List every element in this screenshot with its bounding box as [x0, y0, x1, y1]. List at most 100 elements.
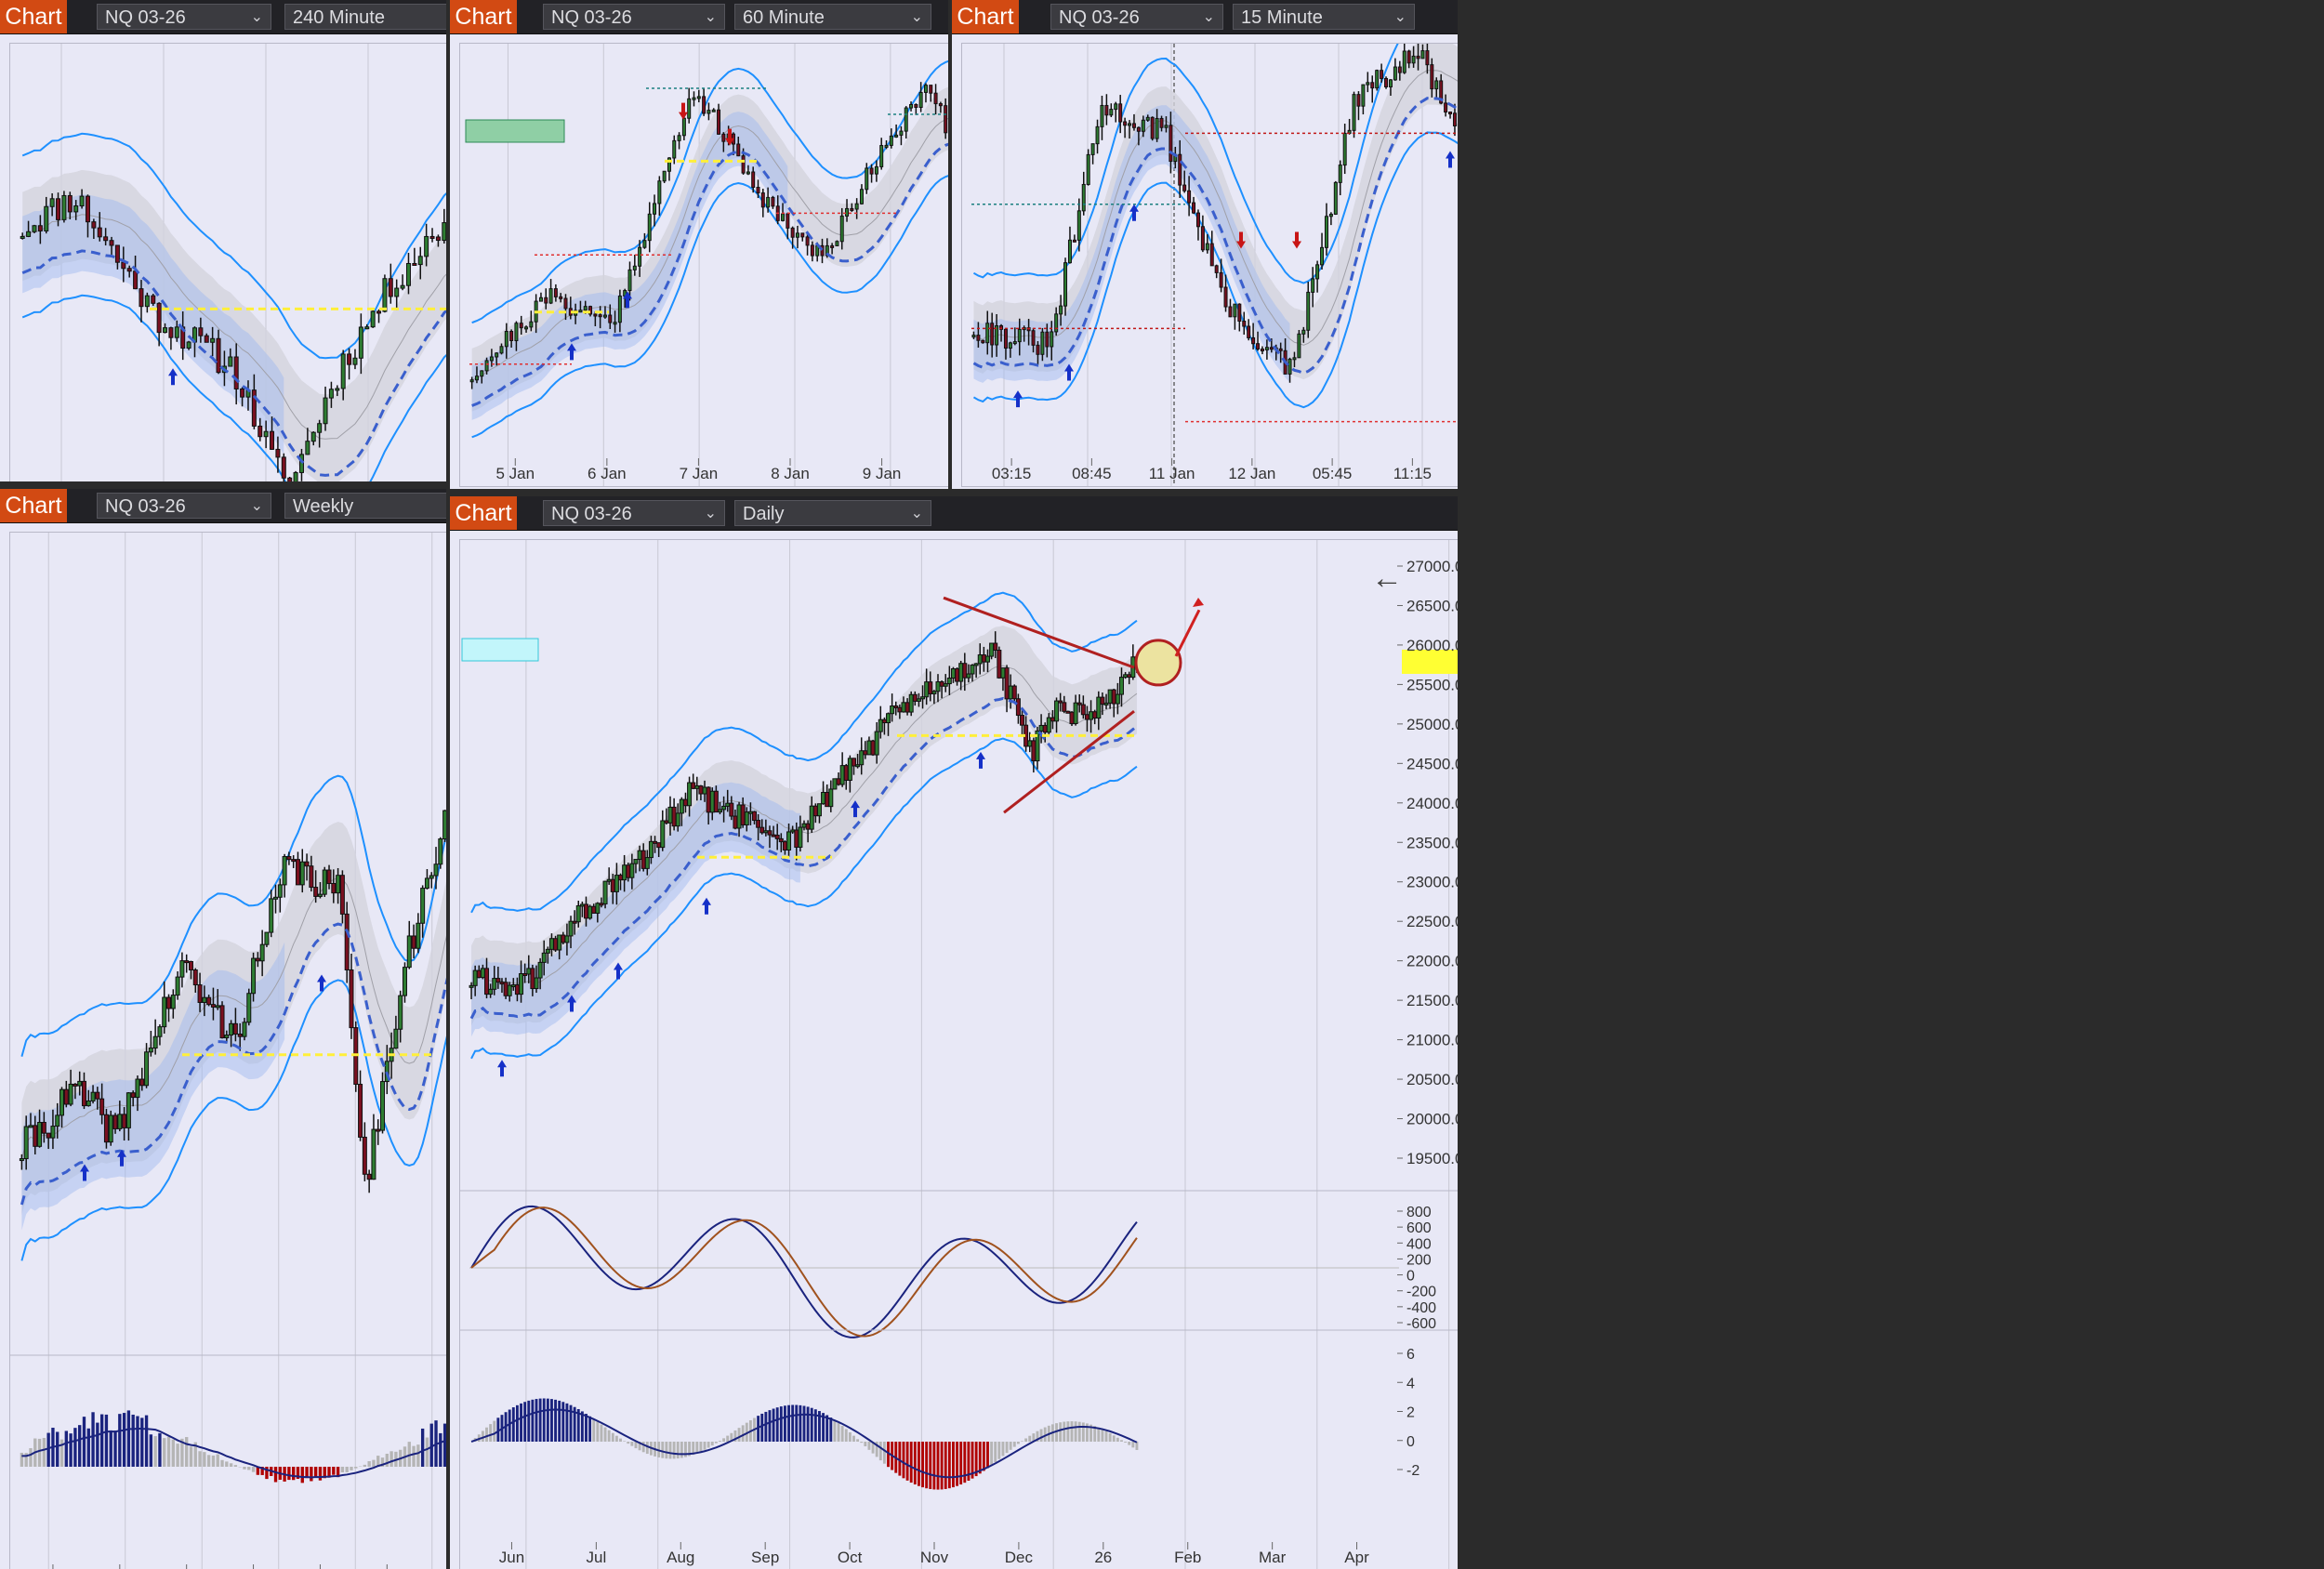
- candle: [553, 283, 558, 302]
- candle-body: [1031, 740, 1037, 762]
- band-fill: [471, 86, 948, 412]
- candle: [1035, 726, 1040, 770]
- histogram-bar: [385, 1454, 389, 1467]
- candle: [962, 653, 968, 692]
- chart-window-15min[interactable]: Chart NQ 03-26 ⌄ 15 Minute ⌄ 26000.0025960…: [952, 0, 1458, 489]
- candle: [1095, 119, 1100, 154]
- interval-selector[interactable]: Daily ⌄: [734, 500, 931, 526]
- chart-brand[interactable]: Chart: [450, 0, 517, 33]
- interval-selector[interactable]: Weekly⌄: [284, 493, 446, 519]
- candle-body: [472, 969, 478, 986]
- candle: [192, 968, 198, 993]
- chart-plot[interactable]: 26500.0025500.0024500.0023500.0022500.00…: [9, 532, 446, 1569]
- candle: [1015, 693, 1021, 724]
- candle-body: [782, 841, 787, 850]
- histogram-bar: [203, 1452, 206, 1467]
- histogram-bar: [122, 1413, 126, 1467]
- candle-body: [1233, 303, 1237, 318]
- candle-body: [255, 957, 260, 962]
- candle: [228, 348, 233, 367]
- candle: [679, 797, 684, 826]
- candle-body: [606, 878, 612, 882]
- chart-brand[interactable]: Chart: [450, 496, 517, 530]
- x-axis-label: 6 Jan: [588, 465, 627, 482]
- candle: [916, 692, 921, 707]
- histogram-bar: [412, 1445, 416, 1467]
- histogram-bar: [959, 1442, 963, 1485]
- candle-body: [295, 859, 300, 886]
- price-chart-svg: 27000.00 26500.00 26000.00 25500.00 25000.00…: [460, 540, 1458, 1569]
- candle: [1251, 323, 1256, 349]
- candle-body: [626, 864, 631, 878]
- macd-line: [470, 1205, 1138, 1338]
- candle: [257, 417, 263, 442]
- interval-selector[interactable]: 60 Minute ⌄: [734, 4, 931, 30]
- histogram-bar: [82, 1417, 86, 1467]
- chart-window-weekly[interactable]: Chart NQ 03-26 ⌄ Weekly⌄ 26500.0025500.00…: [0, 489, 446, 1569]
- interval-selector[interactable]: 240 Minute⌄: [284, 4, 446, 30]
- candle: [1069, 711, 1075, 727]
- histogram-bar: [367, 1461, 371, 1467]
- lower-band-line: [20, 979, 446, 1261]
- candle-body: [981, 339, 985, 344]
- candle-body: [168, 327, 174, 338]
- chart-brand[interactable]: Chart: [952, 0, 1019, 33]
- candle: [380, 1072, 386, 1134]
- candle-body: [939, 681, 944, 687]
- histogram-bar: [86, 1428, 90, 1467]
- candle-body: [656, 842, 662, 849]
- candle-body: [786, 213, 790, 229]
- histogram-bar: [898, 1442, 902, 1476]
- midline: [973, 70, 1458, 346]
- candle-body: [166, 996, 172, 1009]
- candle: [130, 1090, 136, 1107]
- last-price-tag-bg: [1402, 649, 1458, 674]
- candle: [1136, 126, 1141, 146]
- candle-body: [820, 244, 825, 257]
- chart-plot[interactable]: 26000.0025950.0025900.0025850.0025800.00…: [459, 43, 948, 487]
- candle-body: [1020, 715, 1025, 726]
- instrument-selector[interactable]: NQ 03-26 ⌄: [97, 4, 271, 30]
- candle: [1356, 91, 1361, 121]
- histogram-bar: [1021, 1441, 1023, 1442]
- candle: [122, 1107, 127, 1141]
- candle-body: [958, 663, 964, 682]
- candle-body: [839, 215, 844, 243]
- candle-body: [63, 1088, 69, 1105]
- candle-body: [204, 335, 209, 343]
- histogram-bar: [963, 1442, 967, 1483]
- candle: [874, 160, 878, 182]
- candle-body: [26, 231, 32, 237]
- histogram-bar: [229, 1463, 233, 1467]
- candle-body: [924, 681, 930, 698]
- candle: [499, 343, 504, 355]
- candle: [103, 228, 109, 246]
- candle-body: [1242, 321, 1247, 327]
- chart-plot[interactable]: 26100.0026050.0026000.0025950.0025900.00…: [9, 43, 446, 481]
- candle: [1328, 212, 1333, 226]
- histogram-bar: [56, 1431, 59, 1467]
- chart-brand[interactable]: Chart: [0, 0, 67, 33]
- instrument-selector[interactable]: NQ 03-26 ⌄: [97, 493, 271, 519]
- long-setup-tag: [465, 119, 565, 143]
- candle: [429, 872, 434, 889]
- chart-window-60min[interactable]: Chart NQ 03-26 ⌄ 60 Minute ⌄ 26000.0025950…: [450, 0, 948, 489]
- chart-window-daily[interactable]: Chart NQ 03-26⌄ Daily⌄ 27000.0026500.002…: [450, 496, 1458, 1569]
- candle-body: [1000, 667, 1006, 679]
- candle: [662, 170, 667, 183]
- chart-plot[interactable]: 27000.00 26500.00 26000.00 25500.00 25000.00…: [459, 539, 1458, 1569]
- instrument-selector[interactable]: NQ 03-26 ⌄: [1050, 4, 1223, 30]
- candle: [433, 847, 439, 890]
- candle-body: [526, 968, 532, 975]
- x-axis-label: 11:15: [1393, 465, 1432, 482]
- candle: [544, 288, 548, 310]
- interval-selector[interactable]: 15 Minute ⌄: [1233, 4, 1415, 30]
- chart-brand[interactable]: Chart: [0, 489, 67, 522]
- instrument-selector[interactable]: NQ 03-26 ⌄: [543, 4, 725, 30]
- chart-plot[interactable]: 26000.0025960.0025920.0025880.0025840.00…: [961, 7, 1458, 487]
- instrument-selector[interactable]: NQ 03-26 ⌄: [543, 500, 725, 526]
- candle-body: [340, 353, 346, 389]
- chart-window-240min[interactable]: Chart NQ 03-26 ⌄ 240 Minute⌄ 26100.002605…: [0, 0, 446, 481]
- histogram-bar: [1101, 1429, 1104, 1442]
- candle-body: [1287, 358, 1292, 375]
